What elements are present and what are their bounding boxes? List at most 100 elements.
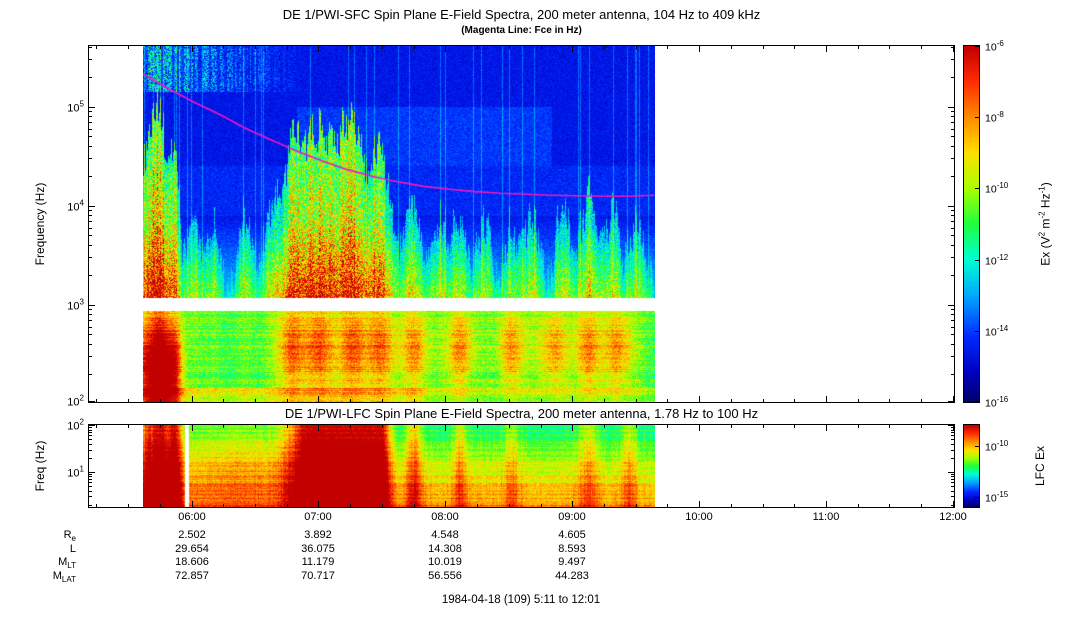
ephemeris-value: 2.502 bbox=[178, 529, 206, 541]
axis-tick bbox=[89, 505, 92, 506]
date-range-footer: 1984-04-18 (109) 5:11 to 12:01 bbox=[441, 594, 601, 606]
axis-tick bbox=[951, 136, 954, 137]
axis-tick bbox=[89, 146, 92, 147]
ephemeris-row-label: MLT bbox=[58, 556, 76, 571]
axis-tick bbox=[89, 476, 92, 477]
axis-tick bbox=[89, 314, 92, 315]
axis-tick bbox=[89, 77, 92, 78]
axis-tick bbox=[89, 47, 92, 48]
axis-tick bbox=[89, 176, 92, 177]
axis-tick bbox=[636, 399, 637, 402]
axis-tick bbox=[604, 399, 605, 402]
axis-tick bbox=[318, 46, 319, 52]
axis-tick bbox=[89, 107, 95, 108]
axis-tick bbox=[948, 206, 954, 207]
axis-tick bbox=[509, 425, 510, 428]
axis-tick bbox=[951, 275, 954, 276]
axis-tick bbox=[477, 425, 478, 428]
axis-tick bbox=[89, 327, 92, 328]
axis-tick bbox=[699, 396, 700, 402]
axis-tick bbox=[951, 129, 954, 130]
axis-tick bbox=[951, 334, 954, 335]
magenta-line-note: (Magenta Line: Fce in Hz) bbox=[461, 25, 582, 36]
x-tick-label: 08:00 bbox=[431, 511, 459, 523]
axis-tick bbox=[477, 504, 478, 507]
axis-tick bbox=[89, 458, 92, 459]
axis-tick bbox=[604, 46, 605, 49]
axis-tick bbox=[975, 117, 979, 118]
axis-tick bbox=[975, 446, 979, 447]
axis-tick bbox=[89, 245, 92, 246]
axis-tick bbox=[794, 504, 795, 507]
ephemeris-value: 72.857 bbox=[175, 569, 209, 582]
axis-tick bbox=[128, 425, 129, 428]
axis-tick bbox=[89, 425, 95, 426]
axis-tick bbox=[951, 344, 954, 345]
axis-tick bbox=[572, 501, 573, 507]
axis-tick bbox=[951, 314, 954, 315]
ephemeris-value: 8.593 bbox=[558, 542, 586, 555]
sfc-colorbar-ex-label: Ex (V2 m-2 Hz-1) bbox=[1037, 182, 1053, 266]
colorbar-tick-label: 10-8 bbox=[985, 109, 1004, 125]
axis-tick bbox=[89, 309, 92, 310]
ephemeris-value: 44.283 bbox=[555, 569, 589, 582]
axis-tick bbox=[192, 396, 193, 402]
axis-tick bbox=[921, 46, 922, 49]
axis-tick bbox=[951, 427, 954, 428]
axis-tick bbox=[89, 215, 92, 216]
axis-tick bbox=[763, 399, 764, 402]
axis-tick bbox=[89, 136, 92, 137]
axis-tick bbox=[951, 47, 954, 48]
axis-tick bbox=[287, 504, 288, 507]
axis-tick bbox=[382, 399, 383, 402]
axis-tick bbox=[921, 504, 922, 507]
axis-tick bbox=[948, 305, 954, 306]
y-tick-label: 105 bbox=[67, 99, 84, 115]
axis-tick bbox=[89, 472, 95, 473]
x-tick-label: 06:00 bbox=[178, 511, 206, 523]
axis-tick bbox=[858, 46, 859, 49]
axis-tick bbox=[96, 504, 97, 507]
lfc-title: DE 1/PWI-LFC Spin Plane E-Field Spectra,… bbox=[284, 406, 759, 421]
axis-tick bbox=[951, 327, 954, 328]
axis-tick bbox=[953, 425, 954, 431]
x-tick-label: 10:00 bbox=[685, 511, 713, 523]
axis-tick bbox=[951, 228, 954, 229]
ephemeris-value: 56.556 bbox=[428, 569, 462, 582]
y-tick-label: 103 bbox=[67, 297, 84, 313]
colorbar-tick-label: 10-15 bbox=[985, 489, 1009, 505]
axis-tick bbox=[350, 46, 351, 49]
axis-tick bbox=[951, 122, 954, 123]
sfc-spectrogram-image bbox=[143, 46, 655, 402]
axis-tick bbox=[948, 425, 954, 426]
axis-tick bbox=[951, 146, 954, 147]
axis-tick bbox=[382, 504, 383, 507]
axis-tick bbox=[89, 320, 92, 321]
axis-tick bbox=[667, 425, 668, 428]
axis-tick bbox=[541, 46, 542, 49]
axis-tick bbox=[951, 474, 954, 475]
ephemeris-row-label: L bbox=[69, 542, 76, 555]
x-tick-label: 12:00 bbox=[939, 511, 967, 523]
axis-tick bbox=[951, 176, 954, 177]
colorbar-tick-label: 10-14 bbox=[985, 323, 1009, 339]
axis-tick bbox=[858, 399, 859, 402]
axis-tick bbox=[763, 46, 764, 49]
axis-tick bbox=[509, 46, 510, 49]
axis-tick bbox=[160, 399, 161, 402]
axis-tick bbox=[951, 491, 954, 492]
axis-tick bbox=[414, 399, 415, 402]
axis-tick bbox=[951, 309, 954, 310]
axis-tick bbox=[89, 228, 92, 229]
axis-tick bbox=[89, 305, 95, 306]
axis-tick bbox=[89, 439, 92, 440]
axis-tick bbox=[951, 235, 954, 236]
ephemeris-value: 29.654 bbox=[175, 542, 209, 555]
axis-tick bbox=[951, 435, 954, 436]
axis-tick bbox=[89, 111, 92, 112]
y-tick-label: 101 bbox=[67, 464, 84, 480]
axis-tick bbox=[572, 46, 573, 52]
lfc-colorbar-label: LFC Ex bbox=[1033, 445, 1047, 487]
axis-tick bbox=[89, 444, 92, 445]
